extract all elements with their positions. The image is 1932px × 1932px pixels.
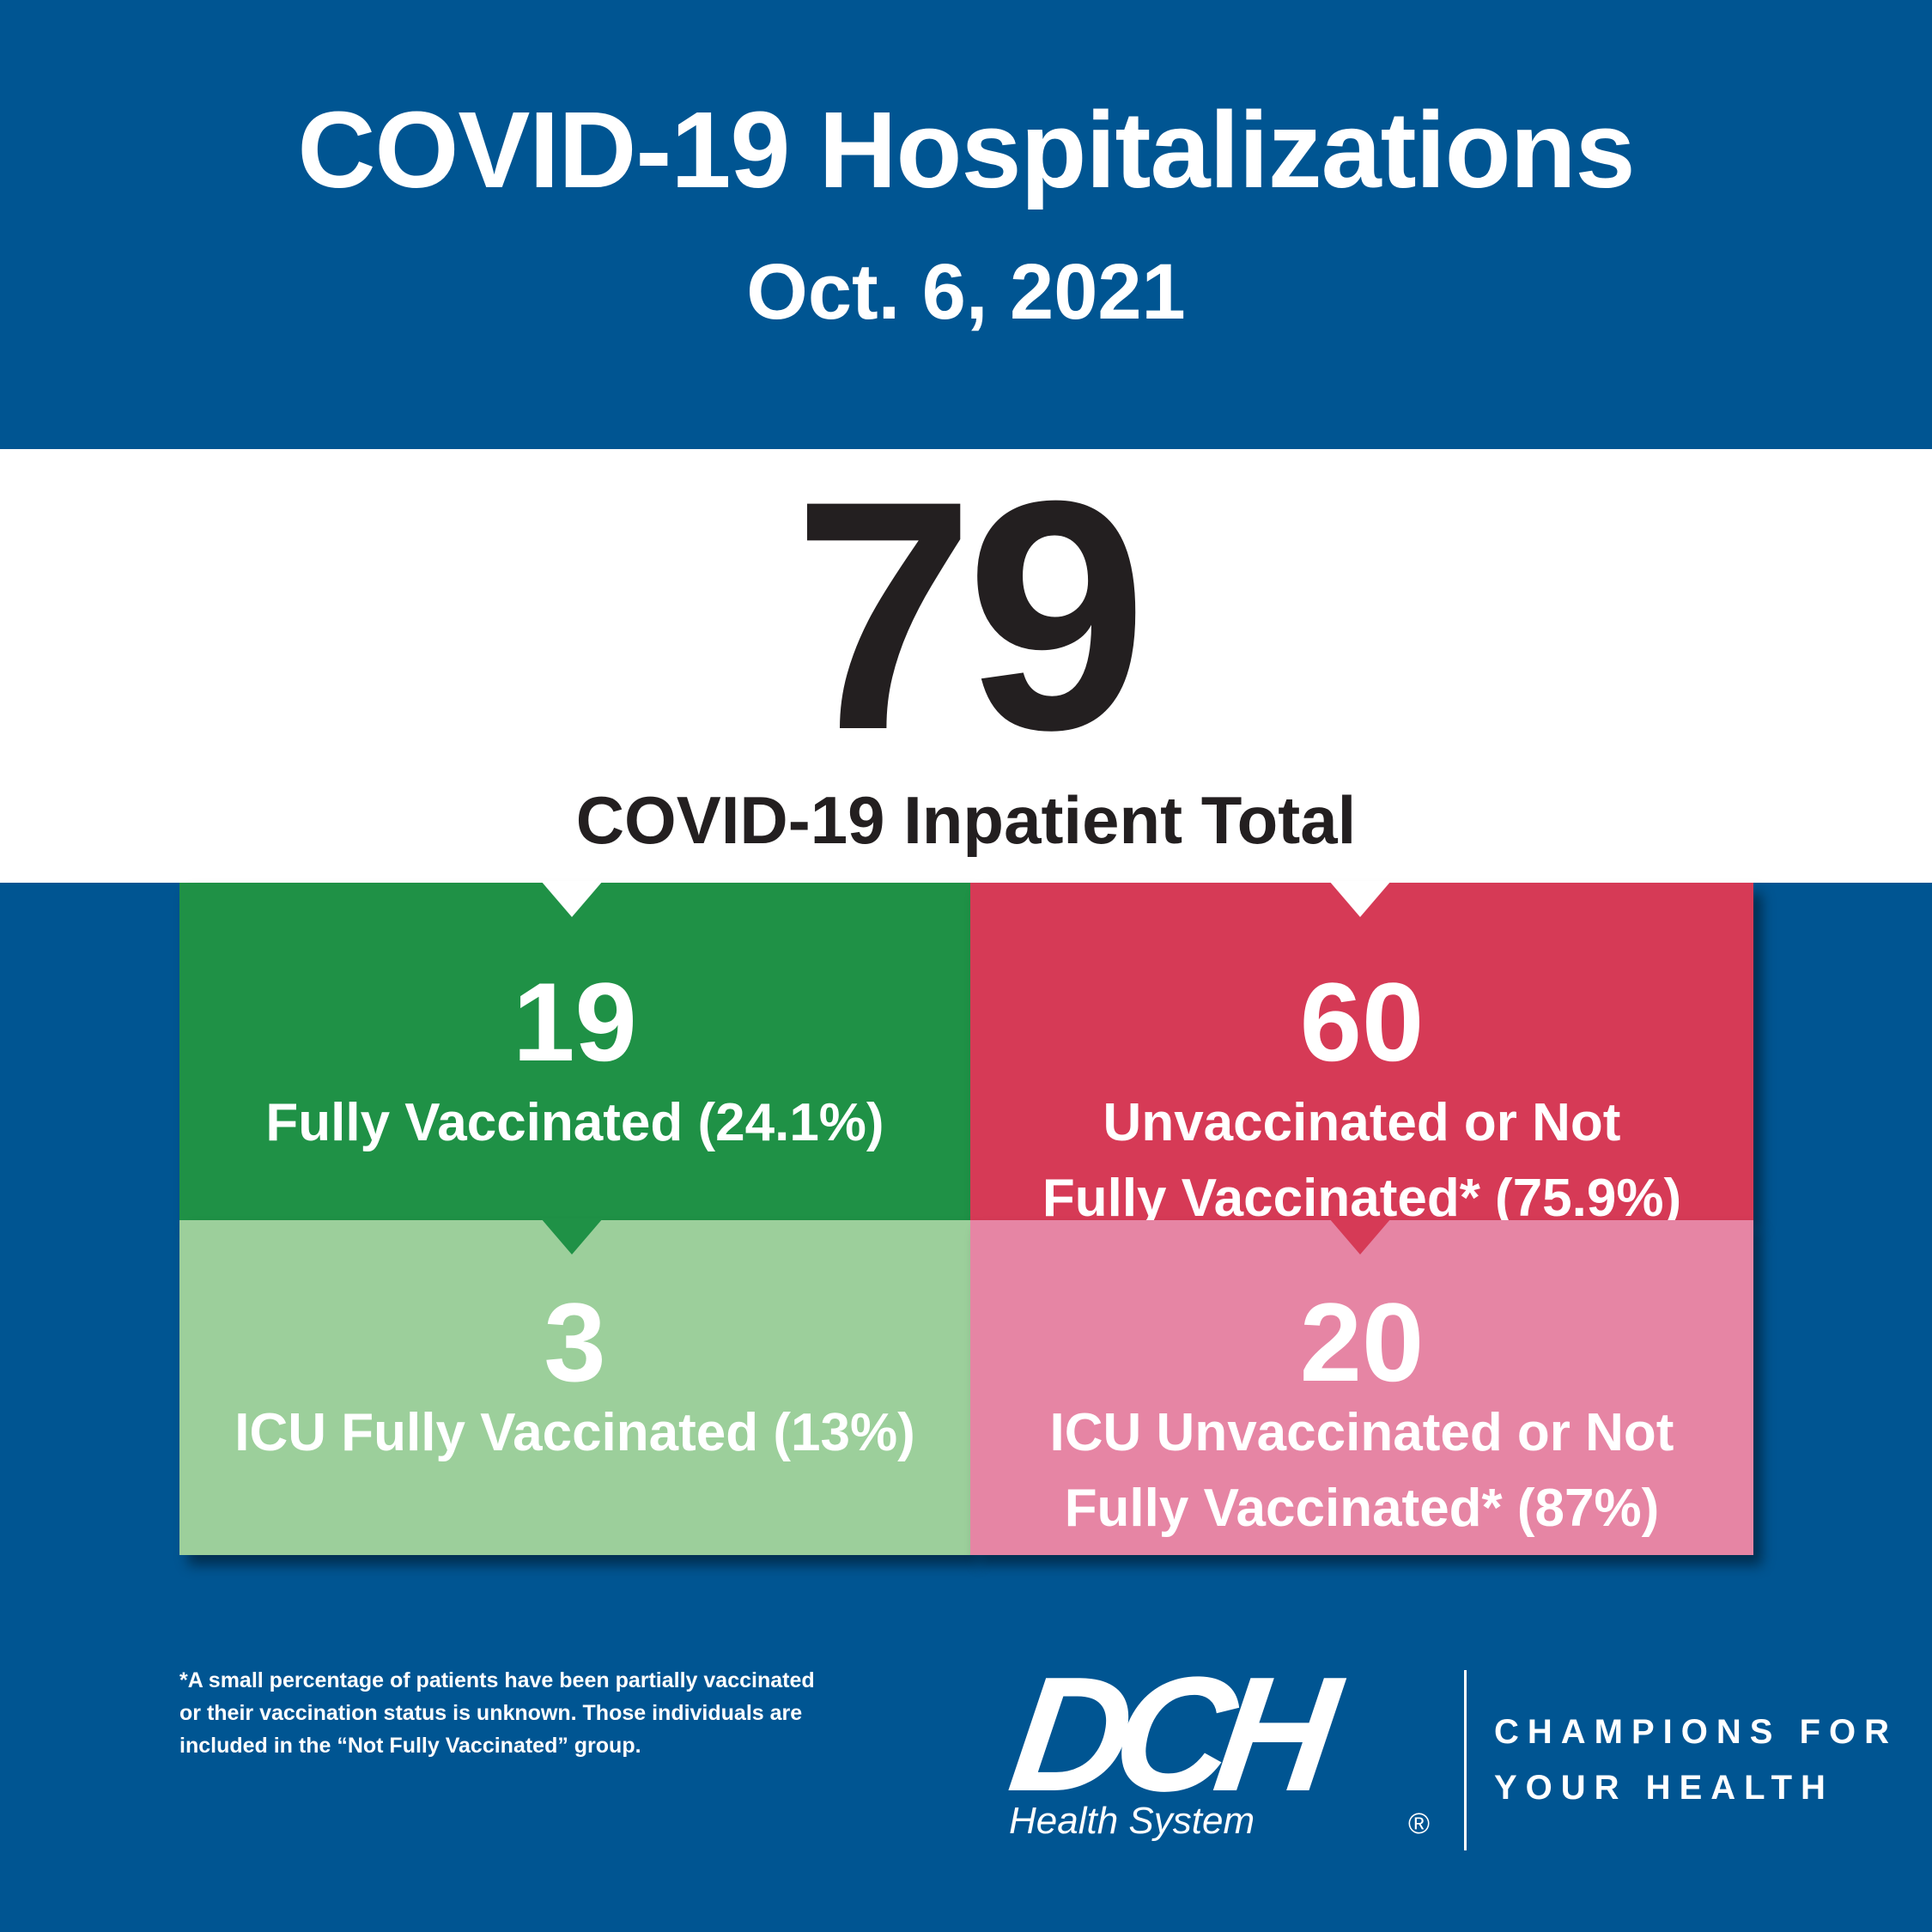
logo-text: DCH xyxy=(1005,1674,1352,1826)
tagline: CHAMPIONS FOR YOUR HEALTH xyxy=(1494,1704,1898,1816)
pointer-arrow-icon xyxy=(1329,1218,1391,1255)
pointer-arrow-icon xyxy=(541,881,603,917)
unvaccinated-label-line1: Unvaccinated or Not xyxy=(1103,1093,1621,1152)
logo-subtext: Health System xyxy=(1009,1800,1255,1842)
total-label: COVID-19 Inpatient Total xyxy=(575,782,1357,858)
total-value: 79 xyxy=(793,433,1148,798)
footnote: *A small percentage of patients have bee… xyxy=(179,1664,952,1762)
tagline-line1: CHAMPIONS FOR xyxy=(1494,1713,1898,1751)
icu-unvaccinated-label-line1: ICU Unvaccinated or Not xyxy=(1049,1403,1674,1462)
unvaccinated-label: Unvaccinated or Not Fully Vaccinated* (7… xyxy=(970,1085,1753,1236)
page-title: COVID-19 Hospitalizations xyxy=(297,89,1635,210)
report-date: Oct. 6, 2021 xyxy=(746,248,1186,336)
icu-fully-vaccinated-cell: 3 ICU Fully Vaccinated (13%) xyxy=(179,1220,970,1555)
icu-unvaccinated-cell: 20 ICU Unvaccinated or Not Fully Vaccina… xyxy=(970,1220,1753,1555)
logo-registered: ® xyxy=(1408,1807,1430,1840)
dch-logo: DCH Health System ® xyxy=(1005,1674,1430,1842)
icu-fully-vaccinated-label: ICU Fully Vaccinated (13%) xyxy=(234,1403,915,1462)
pointer-arrow-icon xyxy=(1329,881,1391,917)
total-panel xyxy=(0,449,1932,883)
fully-vaccinated-value: 19 xyxy=(513,959,637,1084)
pointer-arrow-icon xyxy=(541,1218,603,1255)
icu-unvaccinated-label-line2: Fully Vaccinated* (87%) xyxy=(1064,1479,1660,1538)
unvaccinated-value: 60 xyxy=(1299,959,1425,1084)
fully-vaccinated-label: Fully Vaccinated (24.1%) xyxy=(265,1093,884,1152)
logo-divider xyxy=(1464,1670,1467,1850)
icu-fully-vaccinated-value: 3 xyxy=(544,1279,606,1405)
footnote-line2: or their vaccination status is unknown. … xyxy=(179,1701,803,1725)
fully-vaccinated-cell: 19 Fully Vaccinated (24.1%) xyxy=(179,883,970,1220)
icu-unvaccinated-value: 20 xyxy=(1299,1279,1425,1405)
tagline-line2: YOUR HEALTH xyxy=(1494,1769,1834,1807)
footnote-line1: *A small percentage of patients have bee… xyxy=(179,1668,815,1692)
footnote-line3: included in the “Not Fully Vaccinated” g… xyxy=(179,1734,641,1758)
unvaccinated-cell: 60 Unvaccinated or Not Fully Vaccinated*… xyxy=(970,883,1753,1228)
icu-unvaccinated-label: ICU Unvaccinated or Not Fully Vaccinated… xyxy=(970,1395,1753,1546)
unvaccinated-label-line2: Fully Vaccinated* (75.9%) xyxy=(1042,1169,1682,1228)
